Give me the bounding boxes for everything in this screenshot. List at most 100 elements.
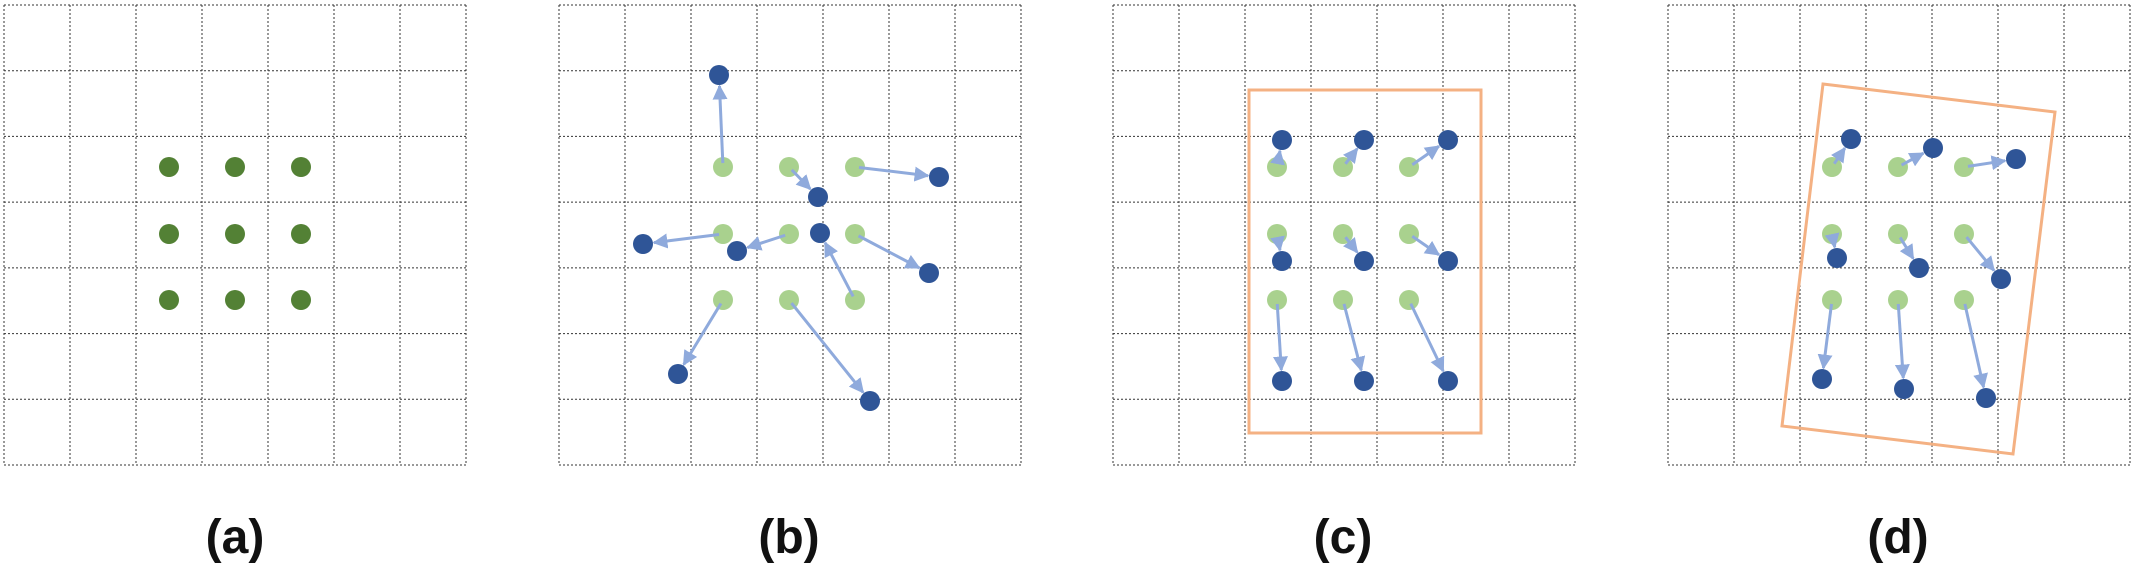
source-point [845, 157, 865, 177]
displacement-arrow [1898, 236, 1915, 260]
displacement-arrow [746, 233, 786, 251]
displacement-arrow [1900, 151, 1925, 167]
grid-d [1667, 4, 2131, 466]
arrows-c [1267, 130, 1458, 391]
source-point [1888, 290, 1908, 310]
target-point [929, 167, 949, 187]
source-point [1399, 290, 1419, 310]
grid-b [558, 4, 1022, 466]
displacement-arrow [1343, 236, 1359, 254]
source-point [1954, 290, 1974, 310]
displacement-arrow [1411, 145, 1441, 166]
target-point [727, 241, 747, 261]
control-point [291, 157, 311, 177]
target-point [808, 187, 828, 207]
target-point [1272, 371, 1292, 391]
displacement-arrow [823, 241, 855, 298]
target-point [810, 223, 830, 243]
control-point [159, 224, 179, 244]
target-point [919, 263, 939, 283]
source-point [1399, 224, 1419, 244]
target-point [1991, 269, 2011, 289]
displacement-arrow [1967, 155, 2007, 171]
displacement-arrow [1273, 303, 1288, 372]
control-point [159, 290, 179, 310]
displacement-arrow [1965, 236, 1996, 272]
displacement-arrow [790, 302, 865, 394]
control-point [225, 157, 245, 177]
source-point [1333, 290, 1353, 310]
bounding-box-c [1247, 88, 1483, 435]
source-point [1822, 290, 1842, 310]
panel-label-d: (d) [1867, 511, 1928, 564]
grid-a [3, 4, 467, 466]
points-a [159, 157, 311, 310]
displacement-arrow [682, 302, 723, 366]
target-point [1354, 251, 1374, 271]
displacement-arrow [652, 233, 720, 249]
displacement-arrow [1831, 146, 1847, 165]
target-point [1827, 248, 1847, 268]
control-point [291, 290, 311, 310]
displacement-arrow [858, 165, 930, 182]
target-point [1438, 251, 1458, 271]
displacement-arrow [1343, 147, 1359, 165]
source-point [845, 290, 865, 310]
target-point [633, 234, 653, 254]
displacement-arrow [1824, 232, 1840, 249]
panel-a: (a) [3, 4, 467, 564]
arrows-b [633, 65, 949, 411]
target-point [1354, 130, 1374, 150]
source-point [1399, 157, 1419, 177]
target-point [1976, 388, 1996, 408]
control-point [225, 290, 245, 310]
source-point [713, 224, 733, 244]
target-point [1438, 130, 1458, 150]
displacement-arrow [1411, 235, 1441, 256]
control-point [159, 157, 179, 177]
displacement-arrow [1270, 149, 1285, 166]
source-point [1888, 157, 1908, 177]
panel-d: (d) [1667, 4, 2131, 564]
source-point [779, 224, 799, 244]
target-point [1438, 371, 1458, 391]
displacement-arrow [1409, 302, 1445, 373]
target-point [1909, 258, 1929, 278]
arrows-d [1812, 129, 2026, 408]
displacement-arrow [712, 84, 728, 164]
panel-label-b: (b) [758, 511, 819, 564]
displacement-arrow [1894, 303, 1910, 380]
displacement-arrow [790, 168, 812, 191]
control-point [291, 224, 311, 244]
displacement-arrow [1342, 303, 1366, 372]
panel-label-a: (a) [206, 511, 265, 564]
control-point [225, 224, 245, 244]
bounding-box-d [1780, 82, 2057, 456]
source-point [1888, 224, 1908, 244]
target-point [1841, 129, 1861, 149]
displacement-arrow [1817, 303, 1833, 370]
target-point [1923, 138, 1943, 158]
target-point [709, 65, 729, 85]
target-point [1272, 130, 1292, 150]
displacement-arrow [857, 234, 921, 270]
target-point [1894, 379, 1914, 399]
source-point [1822, 157, 1842, 177]
source-point [1954, 157, 1974, 177]
target-point [1354, 371, 1374, 391]
displacement-arrow [1270, 235, 1285, 252]
target-point [1812, 369, 1832, 389]
source-point [713, 290, 733, 310]
target-point [860, 391, 880, 411]
panel-b: (b) [558, 4, 1022, 564]
source-point [713, 157, 733, 177]
panel-c: (c) [1112, 4, 1576, 564]
grid-c [1112, 4, 1576, 466]
target-point [668, 364, 688, 384]
panel-label-c: (c) [1314, 511, 1373, 564]
displacement-arrow [1963, 303, 1988, 389]
target-point [1272, 251, 1292, 271]
source-point [845, 224, 865, 244]
source-point [1267, 290, 1287, 310]
